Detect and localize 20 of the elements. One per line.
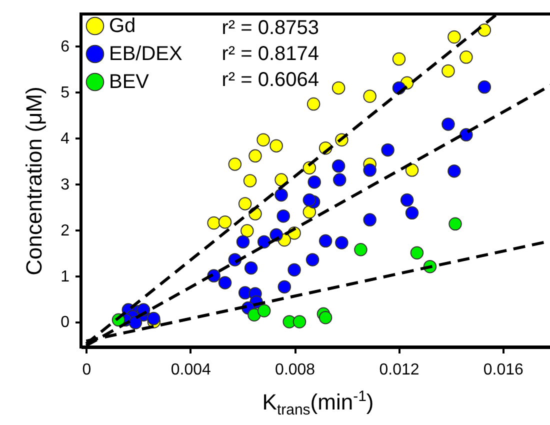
- y-tick-label: 6: [60, 38, 70, 56]
- y-axis-title: Concentration (μM): [22, 86, 47, 276]
- annotation: r² = 0.8753: [222, 17, 319, 39]
- y-tick-label: 2: [60, 222, 70, 240]
- x-tick-label: 0.008: [275, 362, 316, 378]
- annotation: r² = 0.8174: [222, 43, 319, 65]
- x-tick-label: 0.012: [379, 362, 420, 378]
- y-tick-label: 0: [60, 314, 70, 332]
- x-axis-title: K$_{trans}$(min$^{-1}$): [261, 388, 375, 419]
- y-tick-label: 1: [60, 268, 70, 286]
- y-tick-label: 5: [60, 84, 70, 102]
- legend-label: EB/DEX: [109, 43, 182, 65]
- annotation: r² = 0.6064: [222, 69, 319, 91]
- x-tick-label: 0.004: [170, 362, 211, 378]
- legend-label: BEV: [109, 71, 150, 93]
- y-tick-label: 4: [60, 130, 70, 148]
- x-tick-label: 0.016: [483, 362, 524, 378]
- x-tick-label: 0: [82, 362, 92, 378]
- y-tick-label: 3: [60, 176, 70, 194]
- legend-label: Gd: [109, 15, 136, 37]
